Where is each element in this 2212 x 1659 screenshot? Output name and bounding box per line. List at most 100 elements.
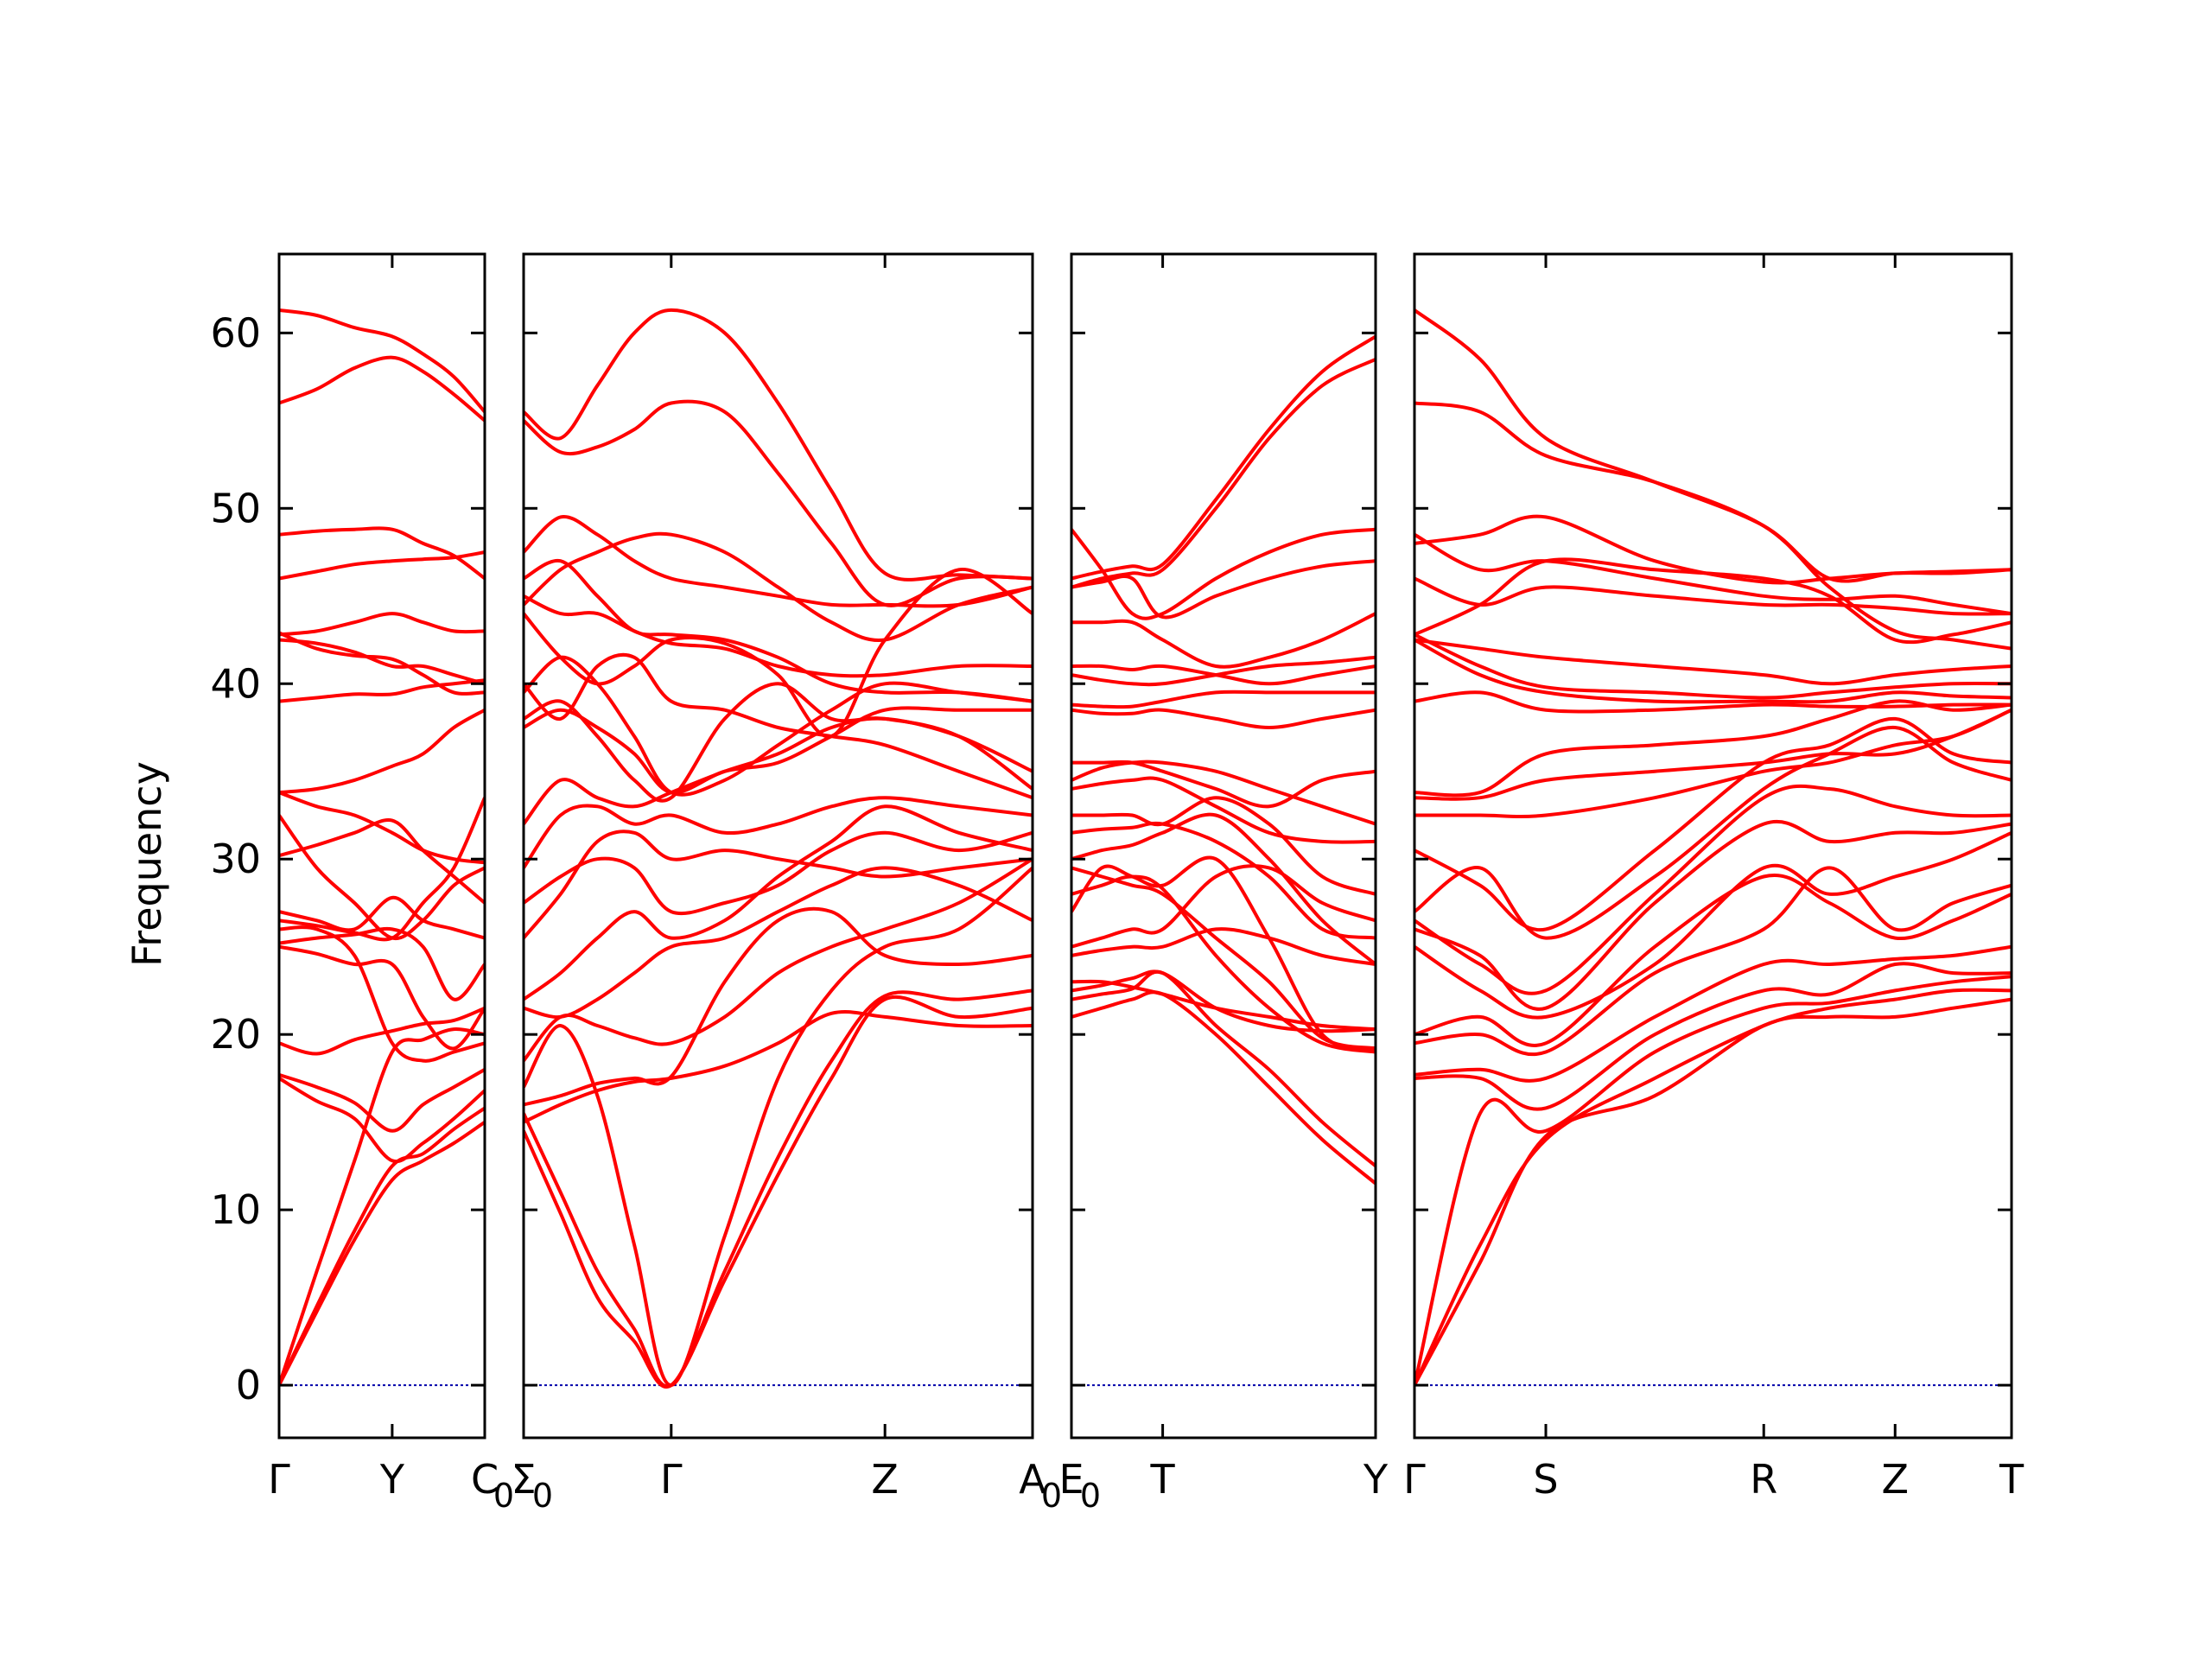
panel-2: Σ Γ Z A0 0	[511, 252, 1062, 1515]
band-line-18	[524, 558, 1033, 703]
band-line-6	[1414, 866, 2012, 1057]
band-line-13	[1071, 776, 1376, 844]
band-line-16	[1071, 708, 1376, 729]
band-line-6	[1071, 864, 1376, 949]
band-line-21	[279, 526, 485, 581]
band-line-4	[524, 1009, 1033, 1124]
panel-frame	[522, 252, 1034, 1440]
band-line-5	[279, 1068, 485, 1133]
band-line-2	[1414, 988, 2012, 1386]
band-line-2	[279, 1106, 485, 1386]
band-line-19	[1071, 664, 1376, 686]
band-line-3	[524, 866, 1033, 1388]
band-line-8	[1071, 874, 1376, 1054]
y-axis-title: Frequency	[124, 761, 170, 967]
band-line-11	[279, 895, 485, 940]
x-tick-label: Z	[871, 1456, 899, 1503]
band-line-9	[524, 804, 1033, 1001]
band-line-23	[1071, 357, 1376, 589]
y-axis: 0 10 20 30 40 50 60	[210, 309, 261, 1408]
x-tick-label: S	[1533, 1456, 1558, 1503]
x-tick-label: Γ	[660, 1456, 683, 1503]
x-tick-sublabel: 0	[532, 1477, 553, 1515]
x-tick-label: T	[1999, 1456, 2024, 1503]
x-tick-label: Y	[1363, 1456, 1389, 1503]
band-line-17	[1414, 638, 2012, 704]
band-line-11	[524, 796, 1033, 869]
band-line-14	[1414, 708, 2012, 801]
band-line-15	[524, 682, 1033, 803]
band-line-20	[524, 531, 1033, 643]
band-line-3	[279, 1027, 485, 1386]
band-line-3	[1071, 969, 1376, 1033]
band-line-2	[1071, 969, 1376, 1167]
band-line-4	[279, 1077, 485, 1164]
x-tick-label: Γ	[268, 1456, 290, 1503]
band-line-17	[279, 638, 485, 686]
band-line-17	[524, 594, 1033, 678]
band-line-14	[524, 655, 1033, 797]
band-line-10	[1414, 784, 2012, 995]
panel-1: Γ Y C0	[268, 252, 514, 1515]
band-line-1	[524, 995, 1033, 1389]
y-tick-label: 50	[210, 485, 261, 531]
band-line-6	[279, 1006, 485, 1056]
y-tick-label: 0	[236, 1362, 261, 1408]
band-line-17	[1071, 690, 1376, 709]
x-tick-label: Z	[1881, 1456, 1909, 1503]
band-line-20	[1414, 576, 2012, 616]
band-line-24	[1071, 334, 1376, 581]
band-line-7	[279, 944, 485, 1051]
band-line-1	[1071, 990, 1376, 1185]
band-line-13	[279, 814, 485, 941]
band-line-18	[1414, 632, 2012, 700]
band-line-13	[524, 706, 1033, 795]
band-line-18	[1071, 655, 1376, 687]
panel-frame	[1070, 252, 1377, 1440]
x-tick-sublabel: 0	[493, 1477, 514, 1515]
x-tick-label: T	[1150, 1456, 1176, 1503]
band-line-8	[1414, 830, 2012, 1020]
panel-3: E T Y 0	[1058, 252, 1389, 1515]
y-tick-label: 30	[210, 836, 261, 882]
x-tick-label: Y	[379, 1456, 405, 1503]
band-line-22	[524, 399, 1033, 607]
band-line-14	[1071, 760, 1376, 826]
band-line-4	[1071, 979, 1376, 1032]
band-line-1	[279, 1121, 485, 1387]
x-tick-label: E	[1058, 1456, 1084, 1503]
band-line-16	[1414, 690, 2012, 714]
x-tick-label: Σ	[511, 1456, 536, 1503]
y-tick-label: 10	[210, 1186, 261, 1233]
band-line-16	[524, 652, 1033, 800]
band-line-2	[524, 988, 1033, 1389]
band-line-23	[524, 308, 1033, 582]
x-tick-sublabel: 0	[1080, 1477, 1101, 1515]
bands	[524, 308, 1033, 1389]
band-line-4	[1414, 962, 2012, 1111]
panel-frame	[277, 252, 486, 1440]
band-line-6	[524, 857, 1033, 1062]
band-line-20	[1071, 612, 1376, 669]
band-line-22	[279, 355, 485, 423]
y-tick-label: 20	[210, 1011, 261, 1058]
band-line-15	[279, 708, 485, 795]
band-line-8	[279, 926, 485, 1001]
x-tick-label: A	[1019, 1456, 1046, 1503]
band-line-16	[279, 678, 485, 703]
band-line-12	[1414, 716, 2012, 932]
band-line-18	[279, 612, 485, 637]
band-line-19	[524, 514, 1033, 608]
band-line-19	[279, 631, 485, 696]
band-line-9	[279, 925, 485, 1063]
x-tick-label: Γ	[1403, 1456, 1426, 1503]
band-line-19	[1414, 638, 2012, 686]
panels: Γ Y C0Σ Γ Z A0 0E T Y0 Γ S R Z T	[268, 252, 2024, 1515]
band-line-9	[1071, 866, 1376, 1051]
band-line-5	[1071, 927, 1376, 966]
x-tick-sublabel: 0	[1041, 1477, 1062, 1515]
band-line-14	[279, 791, 485, 865]
x-tick-label: C	[471, 1456, 499, 1503]
x-tick-label: R	[1750, 1456, 1777, 1503]
